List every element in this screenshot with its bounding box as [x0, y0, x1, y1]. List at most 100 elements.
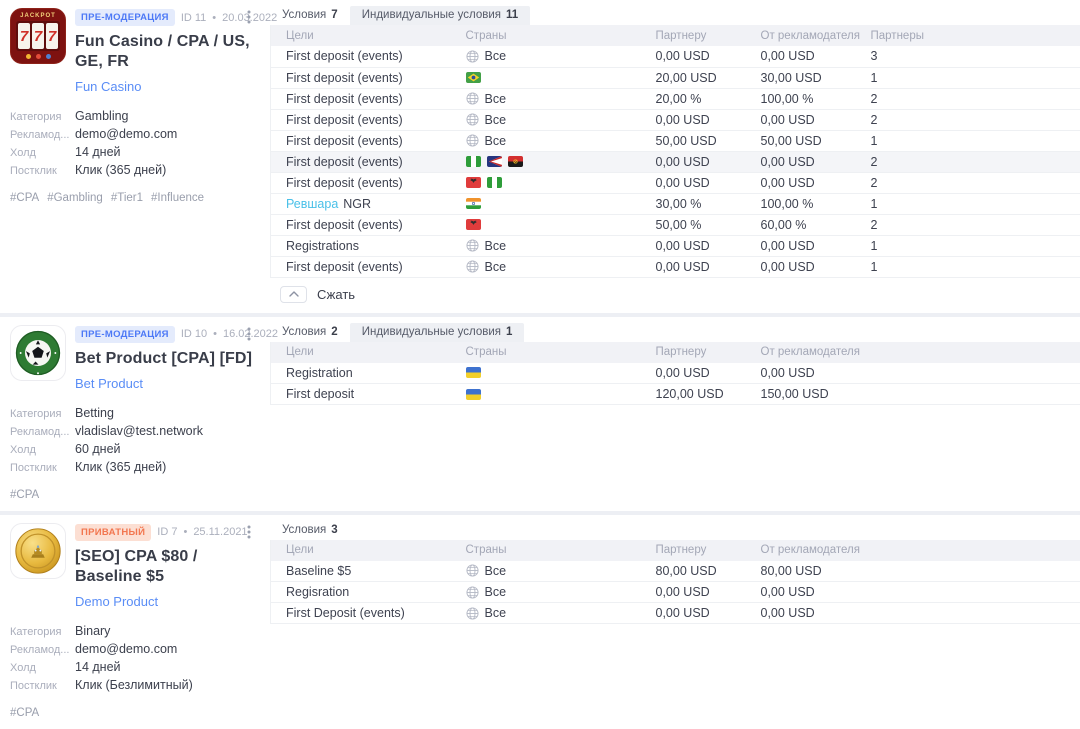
partners-count-cell: 3	[871, 46, 1080, 67]
offer-tag: #CPA	[10, 489, 39, 501]
countries-cell	[466, 363, 656, 384]
as-flag-icon	[487, 156, 502, 167]
countries-cell	[466, 67, 656, 88]
product-link[interactable]: Fun Casino	[75, 79, 141, 94]
product-link[interactable]: Bet Product	[75, 376, 143, 391]
tab-label: Индивидуальные условия	[362, 326, 501, 338]
goal-text: First deposit (events)	[286, 155, 403, 169]
countries-cell: Все	[466, 46, 656, 67]
product-link[interactable]: Demo Product	[75, 594, 158, 609]
tab-individual-conditions[interactable]: Индивидуальные условия 1	[350, 323, 525, 342]
table-row[interactable]: First deposit (events)50,00 %60,00 %2	[271, 214, 1080, 235]
kebab-menu-icon[interactable]	[247, 327, 251, 341]
goal-text: Registration	[286, 366, 353, 380]
partner-payout-cell: 30,00 %	[656, 193, 761, 214]
field-value: 60 дней	[75, 442, 121, 457]
offer-tag: #Gambling	[47, 192, 103, 204]
goal-cell: First deposit (events)	[271, 109, 466, 130]
field-label: Постклик	[10, 164, 75, 179]
br-flag-icon	[466, 72, 481, 83]
globe-icon	[466, 50, 479, 63]
countries-all-label: Все	[485, 92, 507, 106]
countries-all-label: Все	[485, 113, 507, 127]
kebab-menu-icon[interactable]	[247, 10, 251, 24]
countries-cell: Все	[466, 561, 656, 582]
column-header: Партнеру	[656, 25, 761, 46]
partner-payout-cell: 0,00 USD	[656, 109, 761, 130]
countries-list	[466, 156, 656, 167]
offer-title: [SEO] CPA $80 / Baseline $5	[75, 547, 255, 587]
partners-count-cell: 1	[871, 193, 1080, 214]
field-label: Рекламод...	[10, 425, 75, 440]
offer-tag: #CPA	[10, 192, 39, 204]
countries-list	[466, 72, 656, 83]
tab-count: 11	[506, 9, 518, 21]
countries-list: Все	[466, 239, 656, 253]
kebab-menu-icon[interactable]	[247, 525, 251, 539]
globe-icon	[466, 113, 479, 126]
chevron-up-icon[interactable]	[280, 286, 307, 303]
goal-link[interactable]: Ревшара	[286, 197, 338, 211]
countries-cell	[466, 193, 656, 214]
partners-count-cell: 2	[871, 151, 1080, 172]
meta-separator: •	[212, 12, 216, 24]
offer-field: Рекламод...demo@demo.com	[10, 127, 255, 143]
goal-text: First deposit (events)	[286, 49, 403, 63]
tab-count: 3	[331, 524, 337, 536]
countries-cell	[466, 384, 656, 405]
partner-payout-cell: 0,00 USD	[656, 235, 761, 256]
countries-list: Все	[466, 49, 656, 63]
field-value: Клик (365 дней)	[75, 163, 166, 178]
column-header: От рекламодателя	[761, 25, 871, 46]
column-header: Цели	[271, 342, 466, 363]
collapse-control[interactable]: Сжать	[280, 286, 1080, 303]
field-label: Рекламод...	[10, 128, 75, 143]
countries-cell: Все	[466, 88, 656, 109]
advertiser-payout-cell: 0,00 USD	[761, 46, 871, 67]
offer-id: ID 10	[181, 328, 207, 340]
goal-cell: Registration	[271, 363, 466, 384]
offer-tag: #Tier1	[111, 192, 143, 204]
tab-count: 1	[506, 326, 512, 338]
goal-cell: Baseline $5	[271, 561, 466, 582]
advertiser-payout-cell: 0,00 USD	[761, 363, 1080, 384]
partners-count-cell: 1	[871, 67, 1080, 88]
partner-payout-cell: 120,00 USD	[656, 384, 761, 405]
offer-tag: #Influence	[151, 192, 204, 204]
offer-title: Bet Product [CPA] [FD]	[75, 349, 257, 369]
collapse-label: Сжать	[317, 287, 355, 302]
column-header: Партнеру	[656, 342, 761, 363]
advertiser-payout-cell: 0,00 USD	[761, 256, 871, 277]
partners-count-cell: 2	[871, 88, 1080, 109]
ua-flag-icon	[466, 367, 481, 378]
